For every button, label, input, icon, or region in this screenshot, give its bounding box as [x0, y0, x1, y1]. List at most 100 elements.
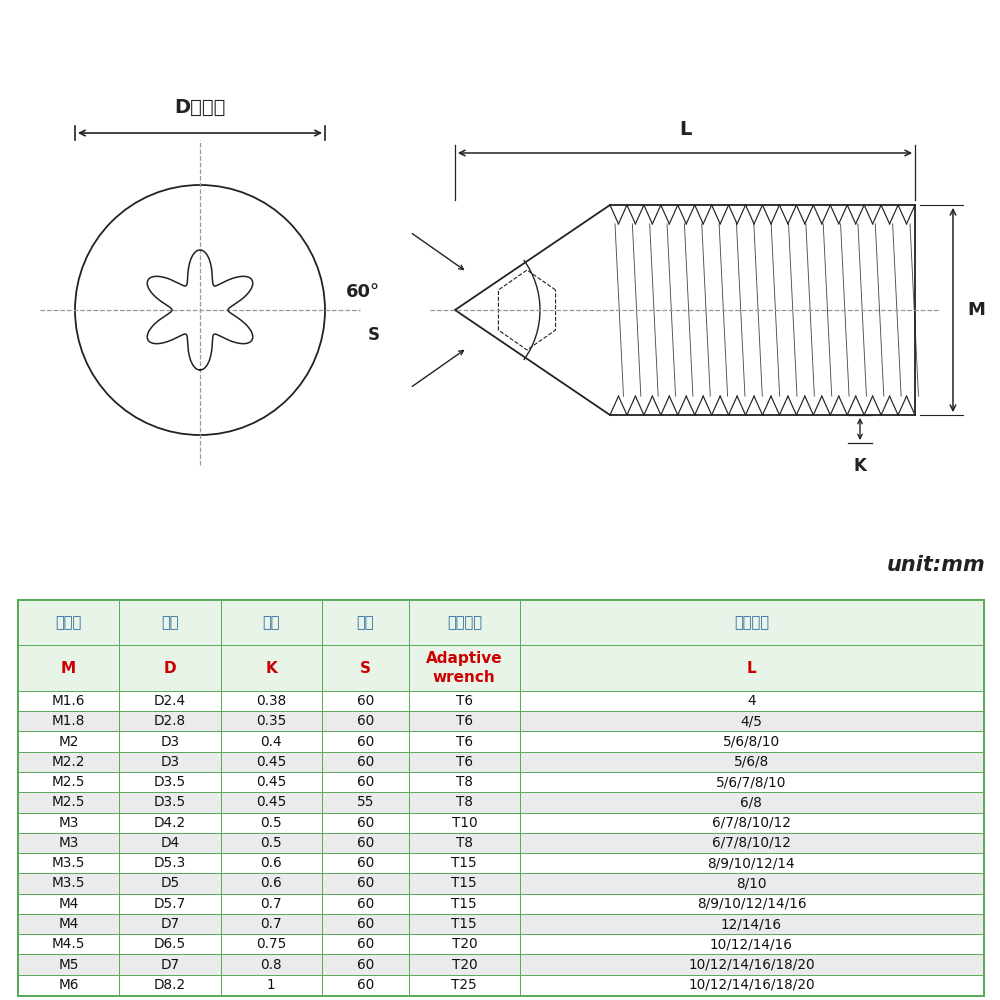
Bar — [221, 600, 322, 645]
Text: M6: M6 — [58, 978, 79, 992]
Bar — [520, 853, 983, 873]
Bar — [119, 833, 221, 853]
Text: M4: M4 — [58, 897, 79, 911]
Text: D3.5: D3.5 — [154, 775, 186, 789]
Bar — [322, 975, 409, 995]
Bar — [409, 873, 520, 894]
Bar — [520, 813, 983, 833]
Text: M1.8: M1.8 — [52, 714, 85, 728]
Bar — [520, 975, 983, 995]
Text: T6: T6 — [456, 735, 473, 749]
Text: 60: 60 — [357, 836, 374, 850]
Text: M2.2: M2.2 — [52, 755, 85, 769]
Text: T6: T6 — [456, 694, 473, 708]
Bar — [409, 894, 520, 914]
Text: 角度: 角度 — [357, 615, 374, 630]
Text: 60: 60 — [357, 735, 374, 749]
Text: D8.2: D8.2 — [154, 978, 186, 992]
Bar — [322, 813, 409, 833]
Text: 60: 60 — [357, 856, 374, 870]
Bar — [18, 853, 119, 873]
Text: 8/9/10/12/14: 8/9/10/12/14 — [708, 856, 795, 870]
Bar — [221, 772, 322, 792]
Text: 60°: 60° — [346, 283, 380, 301]
Text: L: L — [747, 661, 756, 676]
Text: M3.5: M3.5 — [52, 876, 85, 890]
Bar — [221, 752, 322, 772]
Text: 60: 60 — [357, 876, 374, 890]
Bar — [119, 731, 221, 752]
Bar — [322, 934, 409, 954]
Text: S: S — [368, 326, 380, 344]
Text: D3: D3 — [160, 755, 180, 769]
Bar — [520, 833, 983, 853]
Text: 60: 60 — [357, 714, 374, 728]
Bar — [221, 934, 322, 954]
Bar — [18, 975, 119, 995]
Text: 0.45: 0.45 — [256, 795, 287, 809]
Bar — [409, 711, 520, 731]
Text: 牙直径: 牙直径 — [56, 615, 82, 630]
Text: T6: T6 — [456, 755, 473, 769]
Bar — [322, 833, 409, 853]
Text: T20: T20 — [452, 937, 477, 951]
Text: 0.38: 0.38 — [256, 694, 286, 708]
Bar — [119, 645, 221, 691]
Bar — [322, 691, 409, 711]
Text: D5.7: D5.7 — [154, 897, 186, 911]
Text: T15: T15 — [451, 917, 477, 931]
Bar — [119, 772, 221, 792]
Text: 牙距: 牙距 — [263, 615, 280, 630]
Text: T8: T8 — [456, 836, 473, 850]
Text: T15: T15 — [451, 856, 477, 870]
Bar — [409, 975, 520, 995]
Text: M3: M3 — [58, 816, 79, 830]
Bar — [409, 853, 520, 873]
Text: M3.5: M3.5 — [52, 856, 85, 870]
Bar — [119, 975, 221, 995]
Bar — [520, 600, 983, 645]
Bar — [18, 813, 119, 833]
Bar — [409, 600, 520, 645]
Text: T10: T10 — [452, 816, 477, 830]
Text: 0.8: 0.8 — [260, 958, 282, 972]
Text: M4.5: M4.5 — [52, 937, 85, 951]
Text: D5: D5 — [160, 876, 180, 890]
Bar — [409, 645, 520, 691]
Text: 5/6/8: 5/6/8 — [734, 755, 769, 769]
Bar — [409, 752, 520, 772]
Bar — [322, 645, 409, 691]
Text: K: K — [265, 661, 277, 676]
Text: 适配扬手: 适配扬手 — [447, 615, 482, 630]
Text: 60: 60 — [357, 958, 374, 972]
Bar — [221, 691, 322, 711]
Bar — [221, 833, 322, 853]
Bar — [520, 894, 983, 914]
Text: D4: D4 — [160, 836, 180, 850]
Text: D2.8: D2.8 — [154, 714, 186, 728]
Bar — [520, 645, 983, 691]
Bar — [520, 914, 983, 934]
Bar — [18, 600, 119, 645]
Bar — [119, 934, 221, 954]
Text: 60: 60 — [357, 816, 374, 830]
Text: D2.4: D2.4 — [154, 694, 186, 708]
Text: unit:mm: unit:mm — [886, 555, 985, 575]
Bar — [520, 954, 983, 975]
Text: D7: D7 — [160, 958, 180, 972]
Bar — [119, 873, 221, 894]
Text: 0.75: 0.75 — [256, 937, 287, 951]
Text: 60: 60 — [357, 694, 374, 708]
Text: M: M — [967, 301, 985, 319]
Text: 60: 60 — [357, 937, 374, 951]
Text: D: D — [164, 661, 176, 676]
Text: 4/5: 4/5 — [740, 714, 762, 728]
Bar — [409, 731, 520, 752]
Bar — [119, 914, 221, 934]
Bar — [18, 752, 119, 772]
Bar — [119, 853, 221, 873]
Bar — [520, 873, 983, 894]
Text: 头径: 头径 — [161, 615, 179, 630]
Bar — [119, 813, 221, 833]
Text: 0.6: 0.6 — [260, 856, 282, 870]
